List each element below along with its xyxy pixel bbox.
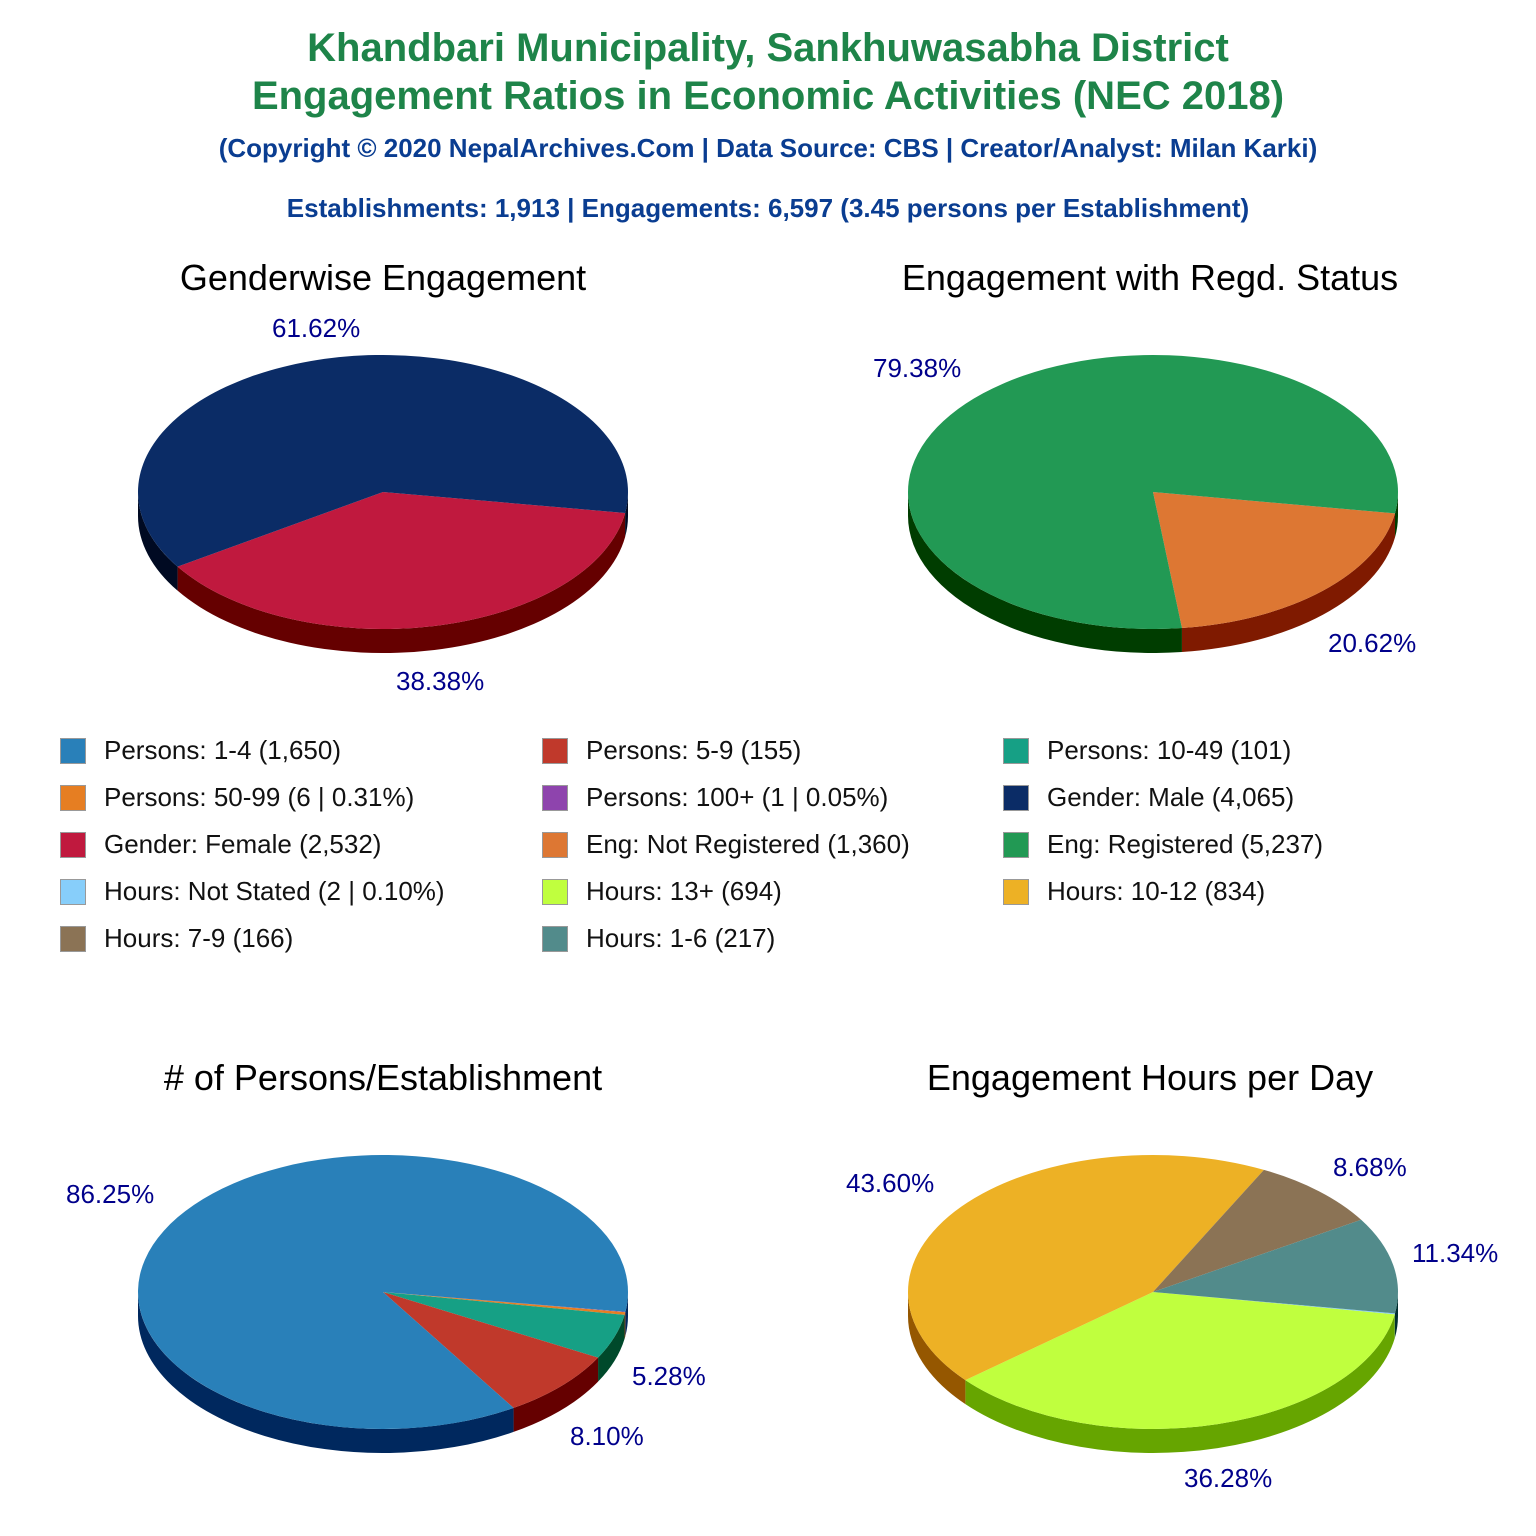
legend-item: Hours: 10-12 (834)	[1003, 876, 1265, 907]
percent-label: 36.28%	[1184, 1463, 1273, 1493]
gender-pie	[138, 354, 628, 653]
pie-slice-hours-1-6	[1153, 1219, 1398, 1314]
pie-slice-hours-not-stated	[1153, 1292, 1395, 1315]
legend-item: Hours: 13+ (694)	[542, 876, 782, 907]
legend-label: Hours: 7-9 (166)	[104, 923, 294, 953]
persons-chart-title: # of Persons/Establishment	[163, 1057, 603, 1098]
pie-side-wall	[624, 1312, 626, 1339]
percent-label: 79.38%	[873, 353, 962, 383]
legend-label: Hours: 10-12 (834)	[1047, 876, 1266, 906]
legend-swatch	[542, 925, 568, 952]
percent-label: 38.38%	[396, 666, 485, 696]
legend-item: Eng: Not Registered (1,360)	[542, 829, 910, 860]
legend-label: Persons: 10-49 (101)	[1047, 735, 1292, 765]
pie-side-wall	[908, 1292, 966, 1405]
pie-slice-persons-5-9	[383, 1292, 599, 1408]
pie-side-wall	[1181, 513, 1395, 653]
legend-swatch	[60, 925, 86, 952]
legend-label: Hours: 1-6 (217)	[586, 923, 776, 953]
pie-side-wall	[138, 1292, 514, 1453]
pie-slice-hours-13-	[965, 1292, 1395, 1429]
legend-item: Hours: Not Stated (2 | 0.10%)	[60, 876, 445, 907]
pie-side-wall	[625, 492, 628, 537]
pie-slice-hours-10-12	[908, 1155, 1264, 1381]
pie-side-wall	[908, 492, 1182, 653]
legend-label: Persons: 1-4 (1,650)	[104, 735, 342, 765]
legend-swatch	[1003, 878, 1029, 905]
percent-label: 8.10%	[570, 1421, 644, 1451]
pie-slice-gender-female	[177, 492, 626, 629]
legend-swatch	[542, 831, 568, 858]
legend-label: Gender: Female (2,532)	[104, 829, 382, 859]
legend-item: Persons: 50-99 (6 | 0.31%)	[60, 782, 414, 813]
legend-swatch	[542, 737, 568, 764]
chart-title-line1: Khandbari Municipality, Sankhuwasabha Di…	[307, 26, 1229, 70]
regd-status-pie	[908, 355, 1398, 653]
percent-label: 8.68%	[1333, 1152, 1407, 1182]
pie-slice-eng-registered	[908, 355, 1398, 629]
legend-label: Gender: Male (4,065)	[1047, 782, 1295, 812]
percent-label: 11.34%	[1412, 1238, 1499, 1268]
chart-title-line2: Engagement Ratios in Economic Activities…	[251, 74, 1285, 118]
regd-chart-title: Engagement with Regd. Status	[901, 257, 1399, 298]
pie-slice-persons-100-	[383, 1292, 626, 1313]
legend-swatch	[1003, 737, 1029, 764]
pie-side-wall	[598, 1314, 625, 1382]
gender-chart-title: Genderwise Engagement	[179, 257, 587, 298]
pie-slice-persons-1-4	[138, 1155, 629, 1429]
legend-item: Persons: 100+ (1 | 0.05%)	[542, 782, 888, 813]
hours-pie	[908, 1155, 1398, 1453]
legend-swatch	[60, 737, 86, 764]
percent-label: 43.60%	[846, 1168, 935, 1198]
pie-side-wall	[965, 1314, 1395, 1453]
legend-label: Hours: 13+ (694)	[586, 876, 782, 906]
persons-pie	[138, 1155, 629, 1453]
legend-swatch	[542, 878, 568, 905]
summary-stats: Establishments: 1,913 | Engagements: 6,5…	[286, 193, 1250, 223]
percent-label: 86.25%	[66, 1179, 155, 1209]
legend-item: Gender: Female (2,532)	[60, 829, 381, 860]
legend-swatch	[1003, 784, 1029, 811]
legend-label: Eng: Registered (5,237)	[1047, 829, 1324, 859]
legend-item: Eng: Registered (5,237)	[1003, 829, 1323, 860]
legend-item: Persons: 5-9 (155)	[542, 735, 801, 766]
legend-label: Hours: Not Stated (2 | 0.10%)	[104, 876, 445, 906]
percent-label: 5.28%	[632, 1361, 706, 1391]
pie-side-wall	[138, 492, 178, 591]
legend-item: Gender: Male (4,065)	[1003, 782, 1294, 813]
legend-swatch	[1003, 831, 1029, 858]
legend-label: Persons: 50-99 (6 | 0.31%)	[104, 782, 415, 812]
percent-label: 20.62%	[1328, 628, 1417, 658]
legend-item: Hours: 7-9 (166)	[60, 923, 293, 954]
hours-chart-title: Engagement Hours per Day	[926, 1057, 1374, 1098]
pie-slice-hours-7-9	[1153, 1169, 1362, 1292]
legend-item: Hours: 1-6 (217)	[542, 923, 775, 954]
legend-item: Persons: 10-49 (101)	[1003, 735, 1291, 766]
legend-label: Eng: Not Registered (1,360)	[586, 829, 910, 859]
pie-side-wall	[625, 1292, 628, 1336]
pie-side-wall	[1394, 492, 1398, 538]
pie-slice-gender-male	[138, 354, 628, 567]
percent-label: 61.62%	[272, 313, 361, 343]
copyright-subtitle: (Copyright © 2020 NepalArchives.Com | Da…	[218, 133, 1318, 163]
pie-side-wall	[1394, 1292, 1398, 1338]
legend-swatch	[60, 831, 86, 858]
pie-slice-eng-not-registered	[1153, 492, 1395, 629]
legend-swatch	[60, 878, 86, 905]
pie-side-wall	[177, 512, 626, 653]
legend-swatch	[60, 784, 86, 811]
legend-swatch	[542, 784, 568, 811]
pie-slice-persons-50-99	[383, 1292, 626, 1315]
pie-slice-persons-10-49	[383, 1292, 625, 1358]
pie-side-wall	[513, 1357, 599, 1432]
legend-label: Persons: 5-9 (155)	[586, 735, 802, 765]
legend-label: Persons: 100+ (1 | 0.05%)	[586, 782, 889, 812]
legend-item: Persons: 1-4 (1,650)	[60, 735, 341, 766]
